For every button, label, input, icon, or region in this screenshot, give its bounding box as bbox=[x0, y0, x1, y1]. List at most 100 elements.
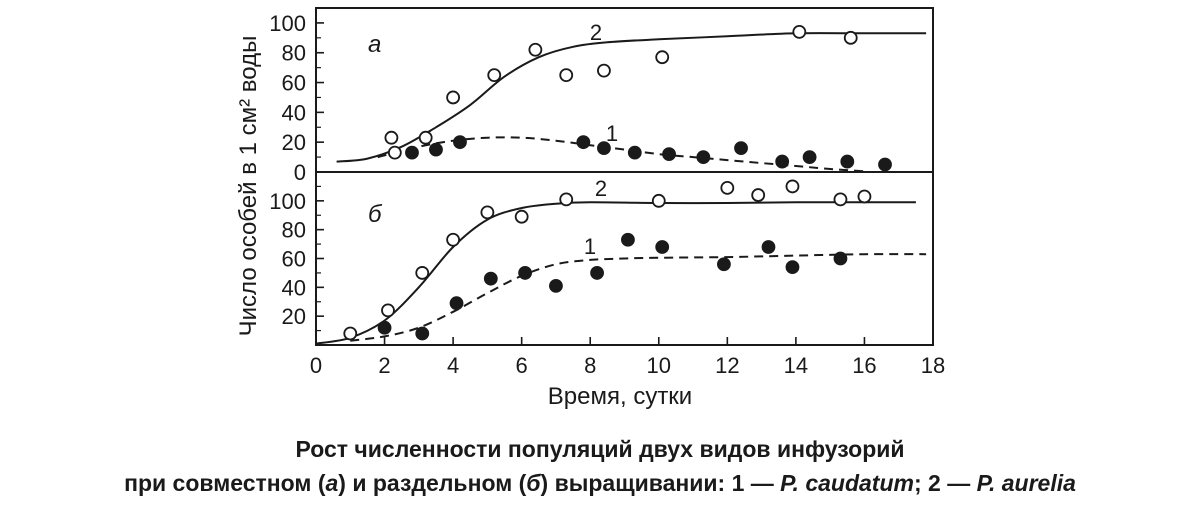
open-circle-point bbox=[487, 68, 502, 82]
fitted-curves bbox=[315, 32, 927, 345]
filled-circle-point bbox=[429, 142, 443, 157]
open-circle-point bbox=[559, 192, 574, 207]
filled-circle-point bbox=[549, 278, 563, 293]
open-circle-point bbox=[792, 24, 807, 39]
y-tick-label: 40 bbox=[282, 100, 306, 125]
y-tick-label: 80 bbox=[282, 218, 306, 243]
caption-panel-b-letter: б bbox=[526, 470, 541, 496]
open-circle-point bbox=[559, 68, 574, 82]
open-circle-point bbox=[446, 90, 461, 105]
filled-circle-point bbox=[405, 145, 419, 160]
filled-circle-point bbox=[775, 154, 790, 169]
y-tick-label: 60 bbox=[282, 247, 306, 272]
filled-circle-point bbox=[590, 266, 604, 280]
open-circle-point bbox=[720, 180, 735, 195]
y-tick-label: 100 bbox=[269, 11, 306, 36]
filled-circle-point bbox=[802, 150, 817, 164]
caption-panel-a-letter: а bbox=[325, 470, 339, 496]
axis-ticks bbox=[315, 22, 934, 345]
x-tick-label: 14 bbox=[784, 353, 808, 378]
x-axis-title: Время, сутки bbox=[548, 383, 692, 410]
series-label: 2 bbox=[590, 20, 602, 45]
series-label: 1 bbox=[606, 121, 618, 146]
open-circle-point bbox=[528, 42, 543, 57]
filled-circle-point bbox=[453, 135, 467, 150]
series-2-curve-panel-2 bbox=[315, 201, 916, 345]
y-tick-label: 40 bbox=[282, 275, 306, 300]
series-label: 1 bbox=[584, 234, 596, 259]
open-circle-point bbox=[597, 63, 611, 78]
x-tick-label: 2 bbox=[378, 353, 390, 378]
filled-circle-point bbox=[833, 251, 848, 266]
filled-circle-point bbox=[576, 135, 591, 150]
filled-circle-point bbox=[696, 150, 711, 164]
filled-circle-point bbox=[377, 320, 392, 335]
open-circle-point bbox=[655, 50, 670, 65]
filled-circle-point bbox=[627, 145, 642, 160]
caption-text: ; 2 — bbox=[913, 470, 977, 496]
y-tick-label: 20 bbox=[282, 130, 306, 155]
plot-border bbox=[315, 7, 934, 346]
open-circle-point bbox=[446, 232, 461, 247]
caption-line-2: при совместном (а) и раздельном (б) выра… bbox=[0, 466, 1200, 500]
panel-label: а bbox=[368, 31, 381, 58]
caption-text: при совместном ( bbox=[124, 470, 326, 496]
open-circle-point bbox=[857, 189, 872, 204]
y-tick-label: 100 bbox=[269, 189, 306, 214]
filled-circle-point bbox=[761, 240, 776, 254]
filled-circle-point bbox=[415, 326, 430, 341]
caption-species-1: P. caudatum bbox=[780, 470, 914, 496]
x-tick-label: 16 bbox=[852, 353, 876, 378]
open-circle-point bbox=[343, 326, 358, 341]
open-circle-point bbox=[843, 30, 858, 45]
filled-circle-point bbox=[597, 141, 611, 156]
panel-label: б bbox=[368, 201, 383, 228]
open-circle-point bbox=[384, 130, 399, 145]
filled-circle-point bbox=[655, 240, 670, 254]
filled-circle-point bbox=[878, 157, 892, 172]
filled-circle-point bbox=[717, 257, 731, 272]
filled-circle-point bbox=[621, 232, 635, 247]
chart-labels: 0 2 4 6 8 10 12 14 16 1820406080100204060801000аб… bbox=[235, 11, 945, 410]
y-tick-label: 0 bbox=[294, 160, 306, 185]
x-tick-label: 8 bbox=[584, 353, 596, 378]
figure-caption: Рост численности популяций двух видов ин… bbox=[0, 432, 1200, 500]
caption-text: ) выращивании: 1 — bbox=[540, 470, 781, 496]
caption-species-2: P. aurelia bbox=[976, 470, 1076, 496]
x-tick-label: 10 bbox=[647, 353, 671, 378]
open-circle-point bbox=[785, 179, 800, 194]
y-tick-label: 20 bbox=[282, 304, 306, 329]
x-tick-label: 18 bbox=[921, 353, 945, 378]
series-label: 2 bbox=[595, 176, 607, 201]
filled-circle-point bbox=[662, 147, 676, 162]
filled-circle-point bbox=[483, 271, 498, 286]
series-1-curve-panel-2 bbox=[350, 253, 927, 342]
x-tick-label: 4 bbox=[447, 353, 459, 378]
open-circle-point bbox=[833, 192, 848, 207]
y-axis-title: Число особей в 1 см² воды bbox=[235, 36, 262, 337]
caption-line-1: Рост численности популяций двух видов ин… bbox=[295, 436, 905, 462]
open-circle-point bbox=[387, 145, 402, 160]
open-circle-point bbox=[381, 303, 395, 318]
x-tick-label: 12 bbox=[715, 353, 739, 378]
caption-text: ) и раздельном ( bbox=[338, 470, 527, 496]
y-tick-label: 60 bbox=[282, 71, 306, 96]
open-circle-point bbox=[480, 205, 495, 220]
x-tick-label: 0 bbox=[310, 353, 322, 378]
x-tick-label: 6 bbox=[516, 353, 528, 378]
open-circle-point bbox=[415, 266, 430, 280]
filled-circle-point bbox=[840, 154, 855, 169]
plot-frame bbox=[315, 7, 934, 346]
filled-circle-point bbox=[449, 296, 464, 311]
y-tick-label: 80 bbox=[282, 41, 306, 66]
filled-circle-point bbox=[518, 266, 532, 280]
filled-circle-point bbox=[734, 141, 748, 156]
open-circle-point bbox=[651, 193, 666, 208]
series-1-curve-panel-1 bbox=[377, 136, 865, 173]
data-points bbox=[343, 24, 892, 341]
filled-circle-point bbox=[785, 260, 800, 275]
open-circle-point bbox=[418, 130, 433, 145]
open-circle-point bbox=[751, 188, 766, 202]
open-circle-point bbox=[514, 209, 529, 224]
